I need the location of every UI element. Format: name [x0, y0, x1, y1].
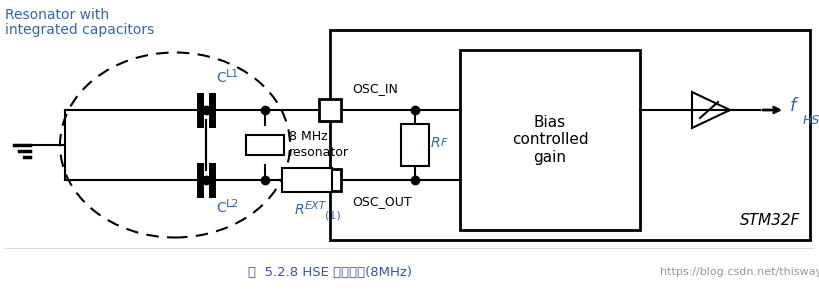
Text: STM32F: STM32F — [740, 213, 800, 228]
Text: OSC_OUT: OSC_OUT — [352, 195, 412, 208]
Text: OSC_IN: OSC_IN — [352, 82, 398, 95]
Text: R: R — [295, 203, 305, 217]
Text: R: R — [431, 136, 441, 150]
Text: 8 MHz: 8 MHz — [289, 130, 328, 144]
Bar — [246, 135, 284, 155]
Text: C: C — [216, 201, 226, 215]
Bar — [319, 99, 341, 121]
Text: C: C — [216, 71, 226, 85]
Bar — [401, 124, 429, 166]
Text: https://blog.csdn.net/thisway_diy: https://blog.csdn.net/thisway_diy — [660, 267, 819, 278]
Bar — [319, 169, 341, 191]
Text: HSE: HSE — [803, 114, 819, 127]
Text: integrated capacitors: integrated capacitors — [5, 23, 154, 37]
Bar — [330, 30, 810, 240]
Text: f: f — [790, 97, 796, 115]
Text: L2: L2 — [226, 199, 239, 209]
Text: F: F — [441, 138, 447, 148]
Text: resonator: resonator — [289, 146, 349, 160]
Text: Resonator with: Resonator with — [5, 8, 109, 22]
Bar — [460, 50, 640, 230]
Text: L1: L1 — [226, 69, 239, 79]
Text: 图  5.2.8 HSE 典型应用(8MHz): 图 5.2.8 HSE 典型应用(8MHz) — [248, 266, 412, 278]
Text: Bias
controlled
gain: Bias controlled gain — [512, 115, 588, 165]
Text: EXT: EXT — [305, 201, 327, 211]
Bar — [282, 168, 332, 192]
Text: (1): (1) — [325, 210, 341, 220]
